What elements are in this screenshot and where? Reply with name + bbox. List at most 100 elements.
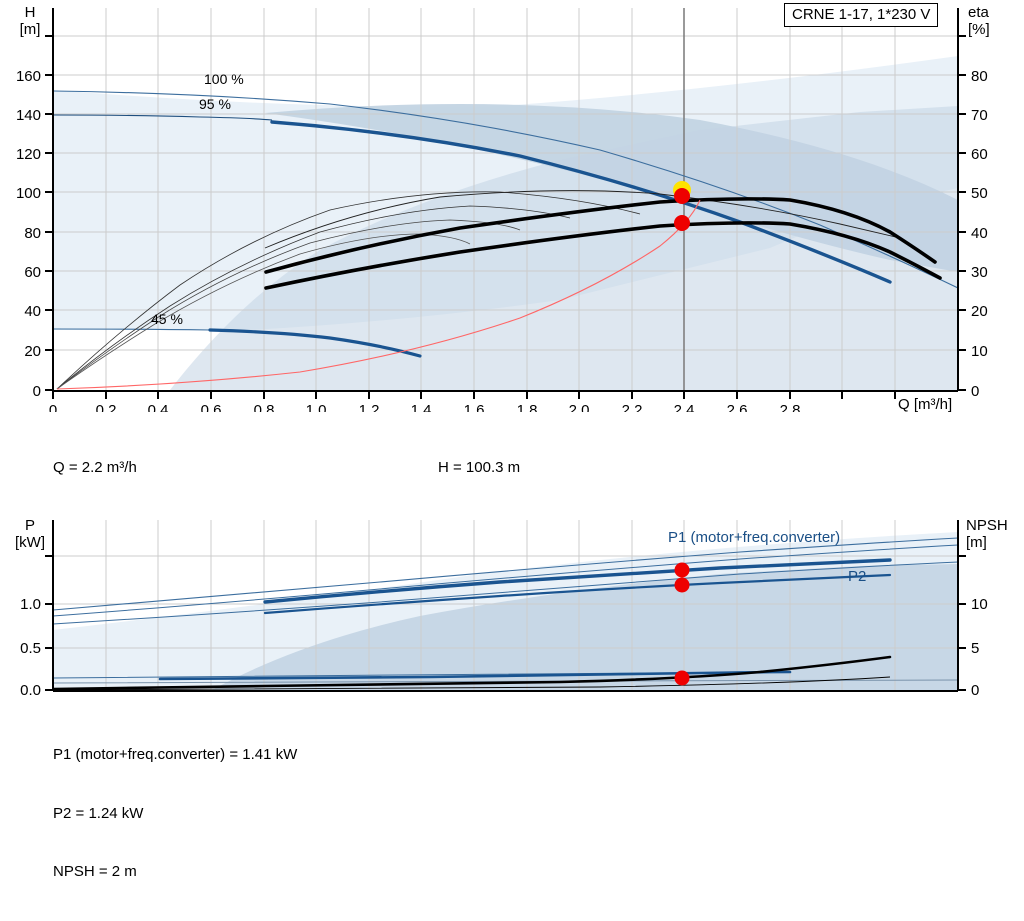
q-tick-0: 0 [49, 402, 57, 412]
eta-thin-peak [264, 190, 901, 249]
eta-tick-0: 0 [971, 383, 979, 400]
q-tick-1.4: 1.4 [411, 402, 432, 412]
q-tick-2.6: 2.6 [727, 402, 748, 412]
h-tick-20: 20 [24, 343, 41, 360]
result-npsh: NPSH = 2 m [53, 863, 137, 880]
p2-curve-duty [263, 573, 892, 615]
envelope-lower-wedge [170, 106, 958, 390]
h-curve-45pct [208, 328, 422, 358]
model-title: CRNE 1-17, 1*230 V [792, 6, 931, 23]
eta-tick-70: 70 [971, 107, 988, 124]
result-p1: P1 (motor+freq.converter) = 1.41 kW [53, 746, 298, 763]
grid-lines [53, 8, 958, 390]
power-axis-lines [52, 520, 959, 692]
power-npsh-chart: 1.0 0.5 0.0 10 5 0 [0, 512, 1024, 702]
duty-info-h: H = 100.3 m [438, 459, 521, 476]
speed-label-100pct: 100 % [204, 71, 244, 87]
speed-label-45pct: 45 % [151, 311, 183, 327]
p2-curve-thin-lower [53, 561, 958, 625]
q-tick-0.8: 0.8 [254, 402, 275, 412]
npsh-curve [53, 655, 892, 690]
p-axis-title: P [kW] [8, 517, 52, 551]
p-axis-title-line2: [kW] [15, 534, 45, 551]
eta-tick-10: 10 [971, 343, 988, 360]
duty-marker-p2 [674, 577, 690, 593]
q-tick-0.4: 0.4 [148, 402, 169, 412]
eta-tick-80: 80 [971, 68, 988, 85]
eta-tick-20: 20 [971, 303, 988, 320]
q-axis-ticks: 0 0.2 0.4 0.6 0.8 1.0 1.2 1.4 1.6 1.8 2.… [49, 391, 896, 412]
npsh-curve-thin [53, 676, 891, 690]
eta-thin-1 [56, 191, 641, 390]
eta-axis-title: eta [%] [968, 4, 1020, 38]
eta-tick-40: 40 [971, 225, 988, 242]
h-curve-duty [270, 120, 892, 284]
q-tick-1.2: 1.2 [359, 402, 380, 412]
p1-curve-thin-upper [53, 537, 958, 611]
eta-tick-50: 50 [971, 185, 988, 202]
h-axis-title: H [m] [10, 4, 50, 38]
npsh-tick-5: 5 [971, 640, 979, 657]
result-p2: P2 = 1.24 kW [53, 804, 144, 822]
h-tick-160: 160 [16, 68, 41, 85]
h-axis-ticks: 160 140 120 100 80 60 40 20 0 [16, 35, 53, 400]
eta-axis-title-line1: eta [968, 4, 989, 21]
pump-curve-datasheet: 160 140 120 100 80 60 40 20 0 [0, 0, 1024, 880]
npsh-axis-title-line2: [m] [966, 534, 987, 551]
eta-axis-title-line2: [%] [968, 21, 990, 38]
power-duty-markers [674, 562, 690, 686]
p-axis-ticks: 1.0 0.5 0.0 [20, 555, 53, 699]
eta-thin-2 [56, 205, 571, 390]
duty-marker-eta-total [674, 215, 690, 231]
duty-info-q: Q = 2.2 m³/h [53, 459, 137, 476]
h-axis-title-line1: H [24, 4, 36, 21]
npsh-axis-title-line1: NPSH [966, 517, 1008, 534]
model-title-box: CRNE 1-17, 1*230 V [784, 3, 939, 27]
axis-lines [52, 8, 959, 392]
q-tick-2.0: 2.0 [569, 402, 590, 412]
envelope-left-light [53, 90, 210, 330]
p-lowspeed-thick [158, 670, 792, 681]
head-efficiency-chart: 160 140 120 100 80 60 40 20 0 [0, 0, 1024, 412]
p-axis-title-line1: P [24, 517, 35, 534]
p-tick-0.5: 0.5 [20, 640, 41, 657]
q-tick-0.6: 0.6 [201, 402, 222, 412]
eta-tick-30: 30 [971, 264, 988, 281]
duty-marker-eta-pump [674, 188, 690, 204]
h-curve-95pct [53, 114, 273, 121]
q-tick-2.4: 2.4 [674, 402, 695, 412]
p-tick-1.0: 1.0 [20, 596, 41, 613]
h-tick-40: 40 [24, 303, 41, 320]
q-tick-2.8: 2.8 [780, 402, 801, 412]
power-results-info: P1 (motor+freq.converter) = 1.41 kW P2 =… [53, 706, 297, 921]
q-tick-1.0: 1.0 [306, 402, 327, 412]
npsh-tick-10: 10 [971, 596, 988, 613]
speed-label-95pct: 95 % [199, 96, 231, 112]
npsh-axis-ticks: 10 5 0 [958, 555, 988, 699]
npsh-axis-title: NPSH [m] [966, 517, 1024, 551]
eta-axis-ticks: 80 70 60 50 40 30 20 10 0 [958, 35, 988, 400]
h-tick-140: 140 [16, 107, 41, 124]
q-tick-1.8: 1.8 [517, 402, 538, 412]
h-tick-80: 80 [24, 225, 41, 242]
eta-pump-curve [264, 197, 937, 274]
duty-marker-npsh [674, 670, 690, 686]
p1-curve-duty [263, 558, 892, 604]
npsh-tick-0: 0 [971, 682, 979, 699]
eta-tick-60: 60 [971, 146, 988, 163]
power-envelope-main [212, 564, 958, 690]
h-tick-60: 60 [24, 264, 41, 281]
duty-point-markers [673, 181, 691, 231]
npsh-curve-red [56, 199, 701, 390]
h-tick-0: 0 [33, 383, 41, 400]
p-tick-0.0: 0.0 [20, 682, 41, 699]
h-axis-title-line2: [m] [19, 21, 41, 38]
q-tick-0.2: 0.2 [96, 402, 117, 412]
p1-curve-thin-mid [53, 544, 958, 617]
eta-total-curve [264, 221, 942, 290]
duty-marker-p1 [674, 562, 690, 578]
p1-curve-label: P1 (motor+freq.converter) [668, 529, 841, 546]
q-tick-2.2: 2.2 [622, 402, 643, 412]
h-tick-100: 100 [16, 185, 41, 202]
q-axis-title: Q [m³/h] [898, 396, 953, 413]
